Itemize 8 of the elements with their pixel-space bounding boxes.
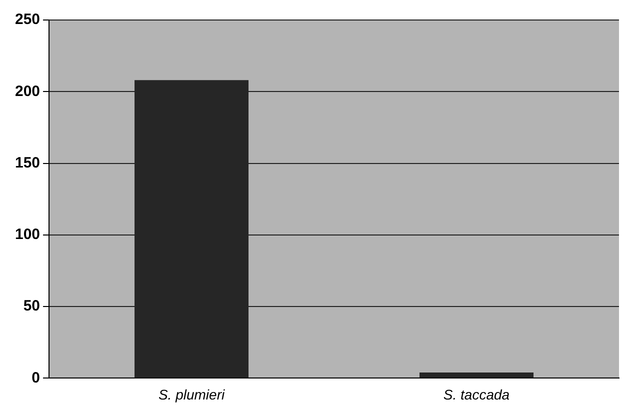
y-tick-label: 150: [14, 154, 40, 172]
y-tick-label: 100: [14, 226, 40, 244]
y-tick-label: 200: [14, 82, 40, 100]
y-tick-label: 50: [23, 298, 40, 315]
x-tick-label: S. taccada: [443, 386, 510, 402]
x-tick-label: S. plumieri: [158, 386, 226, 402]
y-tick-label: 0: [32, 369, 40, 386]
y-tick-label: 250: [14, 11, 40, 28]
